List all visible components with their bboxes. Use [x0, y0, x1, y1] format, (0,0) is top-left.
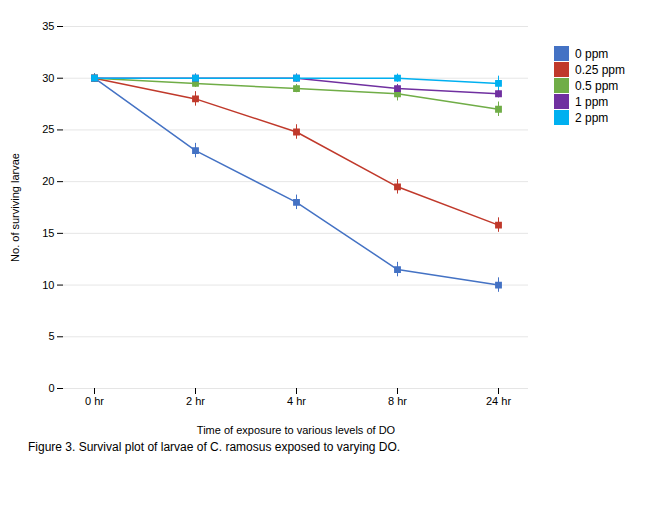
svg-text:5: 5 — [48, 330, 54, 342]
svg-text:35: 35 — [42, 20, 54, 32]
html-text:0.25 ppm: 0.25 ppm — [575, 62, 625, 77]
svg-text:No. of surviving larvae: No. of surviving larvae — [9, 153, 21, 262]
html-text:Figure 3. Survival plot of lar: Figure 3. Survival plot of larvae of C. … — [28, 440, 401, 454]
svg-text:4 hr: 4 hr — [287, 395, 306, 407]
svg-text:10: 10 — [42, 279, 54, 291]
svg-text:20: 20 — [42, 175, 54, 187]
svg-text:25: 25 — [42, 123, 54, 135]
html-text:0 ppm: 0 ppm — [575, 46, 609, 61]
svg-text:15: 15 — [42, 227, 54, 239]
svg-text:24 hr: 24 hr — [486, 395, 511, 407]
svg-text:8 hr: 8 hr — [388, 395, 407, 407]
html-text:1 ppm: 1 ppm — [575, 94, 609, 109]
html-text:2 ppm: 2 ppm — [575, 110, 609, 125]
svg-text:2 hr: 2 hr — [186, 395, 205, 407]
svg-text:0: 0 — [48, 382, 54, 394]
svg-text:0 hr: 0 hr — [85, 395, 104, 407]
svg-text:30: 30 — [42, 72, 54, 84]
svg-text:Time of exposure to various le: Time of exposure to various levels of DO — [197, 424, 396, 436]
html-text:0.5 ppm: 0.5 ppm — [575, 78, 619, 93]
